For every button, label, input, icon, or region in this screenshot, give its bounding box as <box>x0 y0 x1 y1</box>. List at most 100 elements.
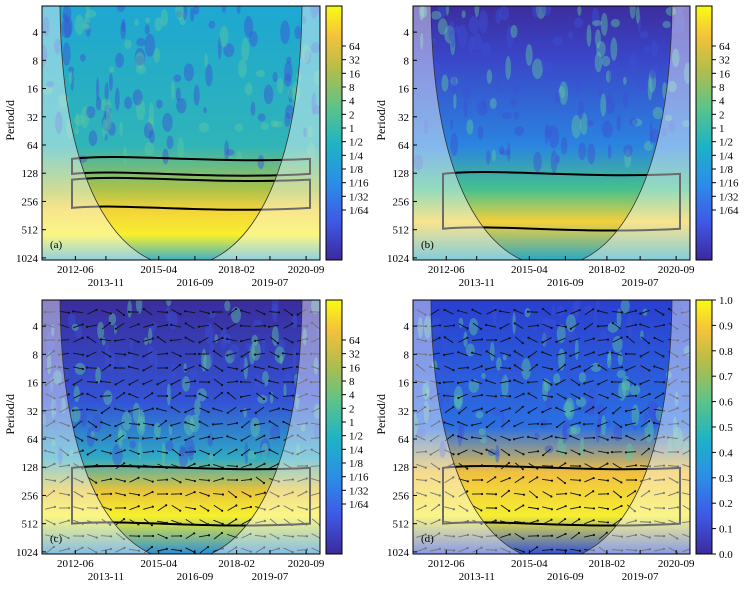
phase-arrow <box>500 448 510 456</box>
phase-arrow <box>527 423 539 425</box>
phase-arrow <box>73 366 83 370</box>
phase-arrow <box>311 394 320 398</box>
phase-arrow <box>667 423 679 425</box>
phase-arrow <box>626 435 636 441</box>
phase-arrow <box>100 338 112 342</box>
phase-arrow <box>255 450 265 454</box>
colorbar-tick-label: 4 <box>349 96 355 108</box>
colorbar-tick-label: 1/64 <box>349 205 369 217</box>
phase-arrow <box>269 491 279 497</box>
phase-arrow <box>514 476 524 484</box>
y-tick-label: 512 <box>393 519 410 531</box>
phase-arrow <box>486 449 496 455</box>
phase-arrow <box>654 492 664 496</box>
phase-arrow <box>58 310 70 314</box>
phase-arrow <box>542 308 552 316</box>
phase-arrow <box>570 322 580 330</box>
phase-arrow <box>416 394 426 398</box>
phase-arrow <box>255 520 265 524</box>
phase-arrow <box>199 421 209 427</box>
phase-arrow <box>171 351 181 357</box>
phase-arrow <box>143 518 153 526</box>
phase-arrow <box>584 338 594 342</box>
phase-arrow <box>542 448 552 456</box>
phase-arrow <box>430 519 440 525</box>
cone-of-influence <box>42 300 320 554</box>
phase-arrow <box>199 436 209 440</box>
colorbar-tick-label: 1 <box>719 123 725 135</box>
phase-arrow <box>156 353 168 355</box>
phase-arrow <box>458 534 468 538</box>
colorbar-gradient <box>695 5 713 261</box>
phase-arrow <box>667 437 679 439</box>
phase-arrow <box>171 364 181 372</box>
phase-arrow <box>584 351 594 357</box>
phase-arrow <box>570 449 580 455</box>
phase-arrow <box>415 451 427 453</box>
phase-arrow <box>171 519 181 525</box>
phase-arrow <box>416 338 426 342</box>
y-tick-label: 128 <box>22 462 39 474</box>
phase-arrow <box>654 436 664 440</box>
phase-arrow <box>283 366 293 370</box>
panel-label: (a) <box>50 239 63 251</box>
phase-arrow <box>213 532 223 540</box>
y-tick-label: 512 <box>22 225 39 237</box>
phase-arrow <box>227 518 237 526</box>
phase-arrow <box>682 533 690 538</box>
phase-arrow <box>255 506 265 510</box>
plot-frame <box>41 5 321 261</box>
y-tick-label: 256 <box>22 490 39 502</box>
phase-arrow <box>444 434 454 442</box>
colorbar-tick-label: 1 <box>349 123 355 135</box>
phase-arrow <box>612 322 622 330</box>
phase-arrow <box>570 393 580 399</box>
phase-arrow <box>227 422 237 426</box>
phase-arrow <box>528 364 538 372</box>
phase-arrow <box>499 395 511 397</box>
phase-arrow <box>45 506 55 510</box>
phase-arrow <box>444 365 454 371</box>
phase-arrow <box>625 395 637 397</box>
phase-arrow <box>143 392 153 400</box>
phase-arrow <box>443 352 455 356</box>
phase-arrow <box>142 450 154 454</box>
phase-arrow <box>471 464 483 468</box>
phase-arrow <box>472 380 482 384</box>
phase-arrow <box>185 518 195 526</box>
phase-arrow <box>73 519 83 525</box>
phase-arrow <box>213 464 223 468</box>
phase-arrow <box>128 423 140 425</box>
phase-arrow <box>87 533 97 539</box>
phase-arrow <box>430 308 440 316</box>
phase-arrow <box>129 393 139 399</box>
colorbar-tick-label: 0.9 <box>719 320 733 332</box>
phase-arrow <box>668 491 678 497</box>
phase-arrow <box>486 379 496 385</box>
phase-arrow <box>59 548 69 552</box>
phase-arrow <box>667 506 679 510</box>
phase-arrow <box>514 379 524 385</box>
phase-arrow <box>58 464 70 468</box>
phase-arrow <box>198 464 210 468</box>
colorbar-tick-label: 1/16 <box>349 472 369 484</box>
phase-arrow <box>44 478 56 482</box>
phase-arrow <box>129 337 139 343</box>
phase-arrow <box>129 352 139 356</box>
phase-arrow <box>198 534 210 538</box>
phase-arrow <box>283 518 293 526</box>
colorbar-tick-label: 1/32 <box>349 485 369 497</box>
phase-arrow <box>654 351 664 357</box>
phase-arrow <box>269 478 279 482</box>
phase-arrow <box>472 408 482 412</box>
colorbar-tick-label: 1/8 <box>349 458 364 470</box>
phase-arrow <box>115 322 125 330</box>
phase-arrow <box>213 408 223 412</box>
phase-arrow <box>241 351 251 357</box>
phase-arrow <box>282 534 294 538</box>
phase-arrow <box>682 352 690 357</box>
phase-arrow <box>171 504 181 512</box>
phase-arrow <box>185 491 195 497</box>
